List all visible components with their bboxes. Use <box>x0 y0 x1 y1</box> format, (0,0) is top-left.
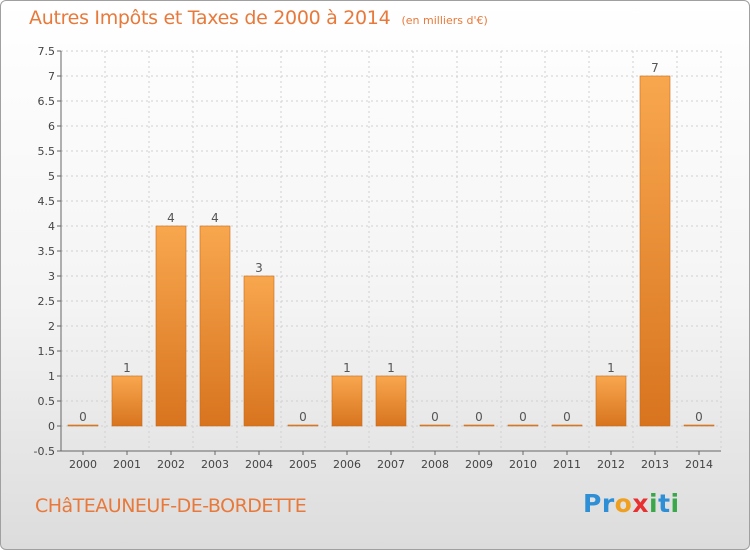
data-label: 7 <box>651 61 659 75</box>
y-tick-label: 3.5 <box>38 245 56 258</box>
data-label: 1 <box>123 361 131 375</box>
x-tick-label: 2004 <box>245 458 273 471</box>
y-tick-label: 2.5 <box>38 295 56 308</box>
data-label: 0 <box>475 410 483 424</box>
bar <box>287 424 319 427</box>
logo-letter: i <box>670 489 680 518</box>
x-tick-label: 2009 <box>465 458 493 471</box>
data-labels: 0 1 4 4 3 0 1 1 0 0 0 0 1 7 0 <box>79 61 703 424</box>
y-tick-label: 5.5 <box>38 145 56 158</box>
y-tick-label: 6.5 <box>38 95 56 108</box>
x-tick-label: 2000 <box>69 458 97 471</box>
x-tick-label: 2013 <box>641 458 669 471</box>
bar <box>67 424 99 427</box>
data-label: 1 <box>387 361 395 375</box>
x-tick-label: 2010 <box>509 458 537 471</box>
data-label: 4 <box>211 211 219 225</box>
chart-subtitle: (en milliers d'€) <box>401 14 488 27</box>
chart-title-block: Autres Impôts et Taxes de 2000 à 2014 (e… <box>29 7 488 29</box>
y-tick-label: -0.5 <box>34 445 55 458</box>
x-tick-label: 2014 <box>685 458 713 471</box>
data-label: 0 <box>299 410 307 424</box>
y-tick-label: 5 <box>48 170 55 183</box>
bar <box>551 424 583 427</box>
bar <box>683 424 715 427</box>
bar-chart: -0.5 0 0.5 1 1.5 2 2.5 3 3.5 4 4.5 5 5.5 6 6.5 7 7.5 2000… <box>34 45 722 471</box>
bar <box>507 424 539 427</box>
y-tick-label: 3 <box>48 270 55 283</box>
bar <box>595 375 627 427</box>
bar <box>243 275 275 427</box>
y-tick-label: 7 <box>48 70 55 83</box>
data-label: 0 <box>79 410 87 424</box>
bar <box>419 424 451 427</box>
data-label: 0 <box>431 410 439 424</box>
y-tick-label: 4 <box>48 220 55 233</box>
logo-letter: P <box>583 489 602 518</box>
data-label: 1 <box>607 361 615 375</box>
bar <box>463 424 495 427</box>
x-tick-label: 2008 <box>421 458 449 471</box>
chart-title: Autres Impôts et Taxes de 2000 à 2014 <box>29 7 391 29</box>
x-tick-label: 2002 <box>157 458 185 471</box>
y-tick-label: 6 <box>48 120 55 133</box>
data-label: 3 <box>255 261 263 275</box>
axes: -0.5 0 0.5 1 1.5 2 2.5 3 3.5 4 4.5 5 5.5 6 6.5 7 7.5 2000… <box>34 45 721 471</box>
bar <box>331 375 363 427</box>
y-tick-label: 1.5 <box>38 345 56 358</box>
bar <box>199 225 231 427</box>
data-label: 0 <box>519 410 527 424</box>
y-tick-label: 1 <box>48 370 55 383</box>
logo-letter: t <box>658 489 671 518</box>
logo-letter: r <box>601 489 615 518</box>
x-tick-label: 2011 <box>553 458 581 471</box>
y-tick-label: 7.5 <box>38 45 56 58</box>
logo-letter: x <box>632 489 649 518</box>
data-label: 4 <box>167 211 175 225</box>
y-tick-label: 0.5 <box>38 395 56 408</box>
x-tick-label: 2003 <box>201 458 229 471</box>
bar <box>111 375 143 427</box>
y-tick-label: 2 <box>48 320 55 333</box>
x-tick-label: 2005 <box>289 458 317 471</box>
y-tick-label: 0 <box>48 420 55 433</box>
x-tick-label: 2012 <box>597 458 625 471</box>
data-label: 0 <box>563 410 571 424</box>
commune-name: CHâTEAUNEUF-DE-BORDETTE <box>35 495 307 517</box>
bar <box>639 75 671 427</box>
logo-letter: i <box>649 489 659 518</box>
bar <box>375 375 407 427</box>
bars <box>67 75 715 427</box>
x-tick-label: 2007 <box>377 458 405 471</box>
x-tick-label: 2001 <box>113 458 141 471</box>
data-label: 0 <box>695 410 703 424</box>
logo-letter: o <box>614 489 633 518</box>
bar <box>155 225 187 427</box>
x-tick-label: 2006 <box>333 458 361 471</box>
y-tick-label: 4.5 <box>38 195 56 208</box>
proxiti-logo[interactable]: Proxiti <box>583 489 680 518</box>
data-label: 1 <box>343 361 351 375</box>
